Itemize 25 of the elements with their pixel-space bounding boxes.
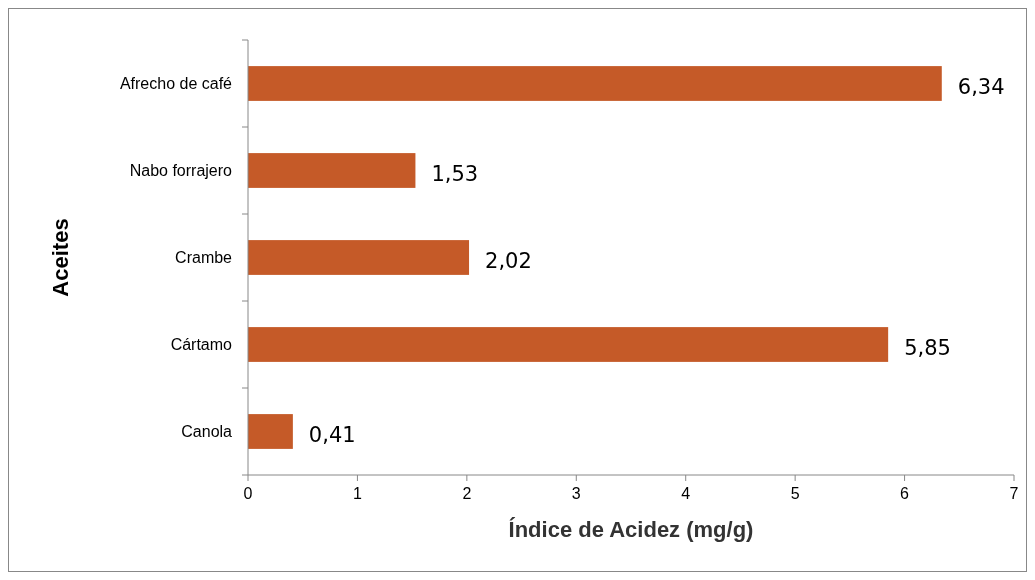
x-axis-title: Índice de Acidez (mg/g) (508, 517, 754, 542)
data-label: 1,53 (431, 161, 479, 186)
y-tick-label: Afrecho de café (119, 75, 233, 93)
y-tick-label: Crambe (175, 249, 233, 267)
x-tick-label: 2 (462, 485, 472, 502)
bar (248, 414, 293, 449)
data-label: 2,02 (485, 248, 532, 273)
x-tick-label: 3 (571, 485, 581, 502)
bar (248, 153, 416, 188)
x-tick-label: 4 (681, 485, 691, 502)
y-tick-label: Nabo forrajero (129, 162, 233, 180)
x-tick-label: 1 (352, 485, 362, 502)
y-tick-label: Canola (181, 423, 233, 441)
data-label: 0,41 (308, 422, 356, 447)
bar (248, 66, 942, 101)
x-tick-label: 7 (1009, 485, 1019, 502)
y-tick-label: Cártamo (170, 336, 233, 354)
bar (248, 240, 470, 275)
x-tick-label: 0 (243, 485, 253, 502)
data-label: 6,34 (957, 74, 1005, 99)
y-axis-title: Aceites (48, 218, 73, 297)
data-label: 5,85 (904, 335, 951, 360)
x-tick-label: 6 (900, 485, 910, 502)
bar (248, 327, 889, 362)
x-tick-label: 5 (790, 485, 800, 502)
